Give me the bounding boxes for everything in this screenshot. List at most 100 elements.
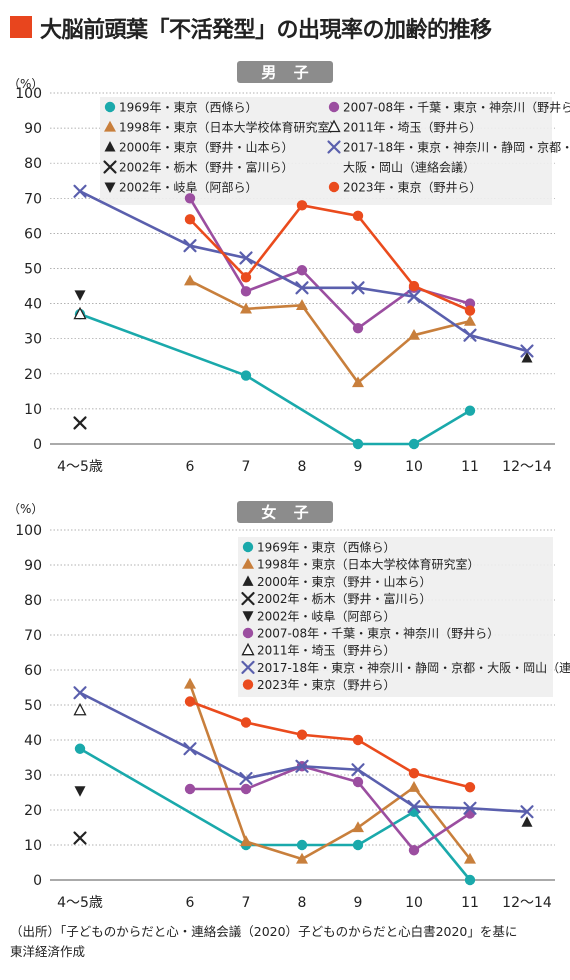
data-point-0 <box>74 743 86 754</box>
x-tick-label: 4～5歳 <box>57 895 103 911</box>
data-point-7 <box>407 799 421 814</box>
y-tick-label: 100 <box>15 86 42 102</box>
data-point-7 <box>463 328 477 342</box>
data-point-7 <box>520 344 534 358</box>
x-tick-label: 9 <box>354 895 363 911</box>
y-tick-label: 90 <box>24 121 42 137</box>
data-point-4 <box>74 786 86 797</box>
data-point-8 <box>352 210 364 222</box>
legend-label: 1969年・東京（西條ら） <box>119 101 258 115</box>
data-point-1 <box>408 328 420 340</box>
x-tick-label: 12～14 <box>502 459 552 475</box>
legend-marker <box>242 679 254 690</box>
y-tick-label: 40 <box>24 733 42 749</box>
legend-marker <box>242 611 254 622</box>
x-tick-label: 9 <box>354 459 363 475</box>
series-line-8 <box>189 204 471 312</box>
data-point-0 <box>352 839 364 851</box>
data-point-8 <box>184 214 196 225</box>
data-point-1 <box>408 781 420 792</box>
data-point-2 <box>521 352 533 363</box>
legend-label: 2007-08年・千葉・東京・神奈川（野井ら） <box>257 627 499 641</box>
data-point-7 <box>183 742 197 756</box>
chart-title: 大脳前頭葉「不活発型」の出現率の加齢的推移 <box>40 18 492 43</box>
y-tick-label: 0 <box>33 873 42 889</box>
y-tick-label: 20 <box>24 367 42 383</box>
legend-label: 2017-18年・東京・神奈川・静岡・京都・ <box>343 141 570 155</box>
y-tick-label: 80 <box>24 593 42 609</box>
data-point-0 <box>296 839 308 851</box>
y-tick-label: 50 <box>24 262 42 278</box>
series-line-1 <box>189 279 471 384</box>
x-tick-label: 6 <box>186 459 195 475</box>
data-point-8 <box>408 768 420 779</box>
legend-marker <box>103 160 117 174</box>
source-line-1: （出所）「子どものからだと心・連絡会議（2020）子どものからだと心白書2020… <box>10 924 518 939</box>
legend-marker <box>241 642 255 656</box>
data-point-5 <box>184 193 196 204</box>
data-point-1 <box>184 677 196 689</box>
legend-label: 2002年・栃木（野井・富川ら） <box>119 160 294 175</box>
panel-label: 女 子 <box>261 504 314 522</box>
data-point-7 <box>183 239 197 253</box>
data-point-0 <box>464 405 476 416</box>
data-point-1 <box>240 302 252 314</box>
legend-marker <box>327 119 341 133</box>
legend-label: 2017-18年・東京・神奈川・静岡・京都・大阪・岡山（連絡会議） <box>257 660 570 675</box>
series-line-7 <box>79 691 528 814</box>
y-unit: （%） <box>8 502 43 516</box>
x-tick-label: 8 <box>298 459 307 475</box>
x-tick-label: 10 <box>405 895 423 911</box>
data-point-0 <box>240 370 252 381</box>
y-tick-label: 40 <box>24 297 42 313</box>
x-tick-label: 4～5歳 <box>57 459 103 475</box>
legend-label: 2002年・岐阜（阿部ら） <box>257 608 396 623</box>
y-tick-label: 70 <box>24 628 42 644</box>
legend-marker <box>242 558 254 569</box>
legend-marker <box>241 592 255 606</box>
data-point-0 <box>408 438 420 450</box>
legend-label: 2000年・東京（野井・山本ら） <box>119 141 294 155</box>
legend-marker <box>104 182 116 193</box>
x-tick-label: 6 <box>186 895 195 911</box>
data-point-5 <box>240 286 252 297</box>
data-point-7 <box>463 801 477 815</box>
legend-label: 2002年・岐阜（阿部ら） <box>119 180 258 195</box>
data-point-5 <box>464 808 476 819</box>
series-line-5 <box>190 764 471 852</box>
data-point-1 <box>184 274 196 286</box>
panel-label-bg <box>237 61 333 83</box>
data-point-8 <box>464 782 476 793</box>
panel-label-bg <box>237 501 333 523</box>
y-tick-label: 50 <box>24 698 42 714</box>
data-point-8 <box>408 280 420 292</box>
title-marker <box>10 16 32 38</box>
data-point-1 <box>296 852 308 864</box>
series-line-0 <box>79 747 472 881</box>
data-point-0 <box>464 874 476 886</box>
data-point-7 <box>239 251 253 265</box>
data-point-5 <box>240 783 252 795</box>
x-tick-label: 7 <box>242 459 251 475</box>
data-point-8 <box>240 717 252 728</box>
data-point-6 <box>73 306 87 320</box>
y-tick-label: 100 <box>15 523 42 539</box>
data-point-7 <box>520 805 534 819</box>
data-point-4 <box>74 290 86 301</box>
legend-label: 2000年・東京（野井・山本ら） <box>257 575 432 589</box>
data-point-7 <box>73 184 87 198</box>
legend-label: 1998年・東京（日本大学校体育研究室） <box>257 557 480 572</box>
data-point-7 <box>351 763 365 777</box>
x-tick-label: 8 <box>298 895 307 911</box>
data-point-8 <box>296 729 308 740</box>
legend-marker <box>242 541 254 553</box>
x-tick-label: 11 <box>461 459 479 475</box>
series-line-7 <box>79 190 528 353</box>
legend-marker <box>104 141 116 152</box>
legend-label: 2011年・埼玉（野井ら） <box>343 121 482 135</box>
source-line-2: 東洋経済作成 <box>10 944 86 959</box>
legend-label: 1998年・東京（日本大学校体育研究室） <box>119 120 342 135</box>
legend-marker <box>104 101 116 113</box>
legend-label: 2011年・埼玉（野井ら） <box>257 644 396 658</box>
data-point-5 <box>184 783 196 795</box>
